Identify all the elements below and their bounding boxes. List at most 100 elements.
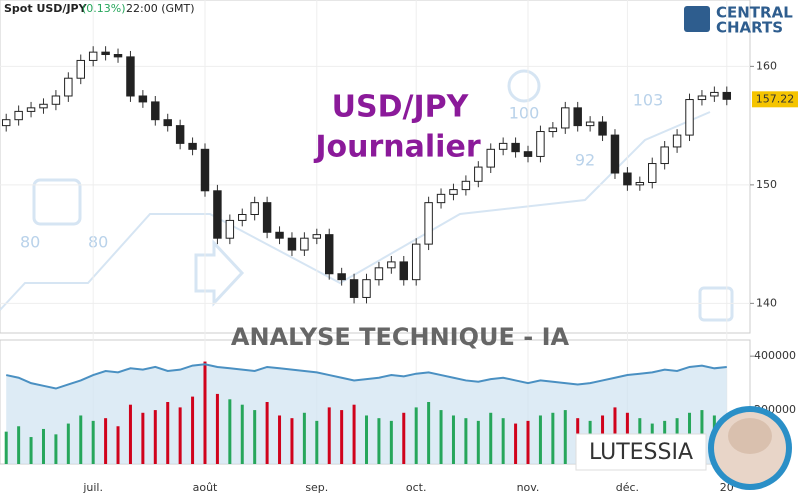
candle-body xyxy=(76,59,85,79)
candle-body xyxy=(672,134,682,148)
candle-body xyxy=(300,237,309,251)
volume-bar xyxy=(278,415,282,464)
candle-body xyxy=(51,95,61,105)
candle-body xyxy=(648,163,657,183)
candle-body xyxy=(287,237,297,251)
candle-body xyxy=(449,189,458,195)
candle-body xyxy=(200,148,210,192)
candle-body xyxy=(1,119,11,127)
watermark-label: 80 xyxy=(20,233,40,252)
avatar-face xyxy=(728,418,772,454)
volume-bar xyxy=(563,410,567,464)
volume-bar xyxy=(240,404,244,464)
volume-bar xyxy=(4,431,8,464)
candle-body xyxy=(14,110,23,121)
candle-body xyxy=(399,261,408,281)
volume-bar xyxy=(514,423,518,464)
volume-bar xyxy=(315,420,319,464)
watermark-label: 80 xyxy=(88,233,108,252)
x-tick-label: oct. xyxy=(406,481,427,494)
volume-bar xyxy=(402,412,406,464)
volume-bar xyxy=(79,415,83,464)
candle-body xyxy=(598,121,607,136)
candle-body xyxy=(262,202,272,233)
candle-body xyxy=(88,51,98,61)
volume-bar xyxy=(104,418,108,464)
candle-body xyxy=(722,91,732,100)
price-panel xyxy=(0,0,751,334)
volume-bar xyxy=(489,412,493,464)
candle-body xyxy=(536,131,545,157)
candle-body xyxy=(511,142,520,153)
volume-bar xyxy=(91,420,95,464)
overlay-subtitle: Journalier xyxy=(313,130,480,165)
volume-bar xyxy=(253,410,257,464)
volume-bar xyxy=(538,415,542,464)
brand: LUTESSIA xyxy=(589,440,693,465)
x-tick-label: juil. xyxy=(82,481,103,494)
candle-body xyxy=(685,99,694,136)
candle-body xyxy=(64,77,73,97)
time: 22:00 (GMT) xyxy=(126,2,195,15)
volume-bar xyxy=(178,407,182,464)
volume-bar xyxy=(439,410,443,464)
candle-body xyxy=(250,202,259,215)
volume-bar xyxy=(302,412,306,464)
volume-bar xyxy=(451,415,455,464)
x-tick-label: nov. xyxy=(517,481,540,494)
candle-body xyxy=(138,95,148,103)
volume-bar xyxy=(265,402,269,464)
brand-box xyxy=(575,433,707,471)
candle-body xyxy=(474,166,483,182)
volume-bar xyxy=(501,418,505,464)
volume-bar xyxy=(215,393,219,464)
candle-body xyxy=(424,202,433,245)
candle-body xyxy=(113,54,123,58)
volume-bar xyxy=(389,420,393,464)
candle-body xyxy=(163,119,172,127)
candle-body xyxy=(213,190,222,239)
volume-bar xyxy=(153,410,157,464)
volume-bar xyxy=(340,410,344,464)
candle-body xyxy=(337,273,346,281)
candle-body xyxy=(101,51,110,56)
volume-bar xyxy=(54,434,58,464)
volume-bar xyxy=(427,402,431,464)
volume-bar xyxy=(290,418,294,464)
volume-bar xyxy=(352,404,356,464)
last-price-box xyxy=(752,91,798,108)
candle-body xyxy=(175,125,185,144)
candle-body xyxy=(26,107,36,112)
candle-body xyxy=(188,142,197,150)
candle-body xyxy=(561,107,570,129)
volume-line xyxy=(5,363,727,390)
candle-body xyxy=(486,148,495,168)
candle-body xyxy=(635,181,645,186)
watermark-label: 92 xyxy=(575,151,595,170)
y-tick-label: 140 xyxy=(756,296,777,309)
volume-bar xyxy=(377,418,381,464)
candle-body xyxy=(225,219,235,239)
volume-bar xyxy=(526,420,530,464)
candle-body xyxy=(660,146,669,165)
volume-bar xyxy=(66,423,70,464)
volume-bar xyxy=(203,361,207,464)
candle-body xyxy=(436,193,446,204)
last-price-label: 157.22 xyxy=(756,92,795,105)
x-tick-label: déc. xyxy=(616,481,639,494)
candle-body xyxy=(585,121,595,127)
volume-bar xyxy=(464,418,468,464)
symbol: Spot USD/JPY xyxy=(4,2,88,15)
candle-body xyxy=(238,213,247,221)
volume-bar xyxy=(365,415,368,464)
y-tick-label: 400000 xyxy=(754,349,796,362)
x-tick-label: août xyxy=(193,481,218,494)
candle-body xyxy=(275,231,284,239)
volume-bar xyxy=(17,426,21,464)
candle-body xyxy=(374,267,384,281)
volume-bar xyxy=(116,426,120,464)
logo-icon xyxy=(684,6,710,32)
y-tick-label: 150 xyxy=(756,178,777,191)
volume-bar xyxy=(476,420,480,464)
